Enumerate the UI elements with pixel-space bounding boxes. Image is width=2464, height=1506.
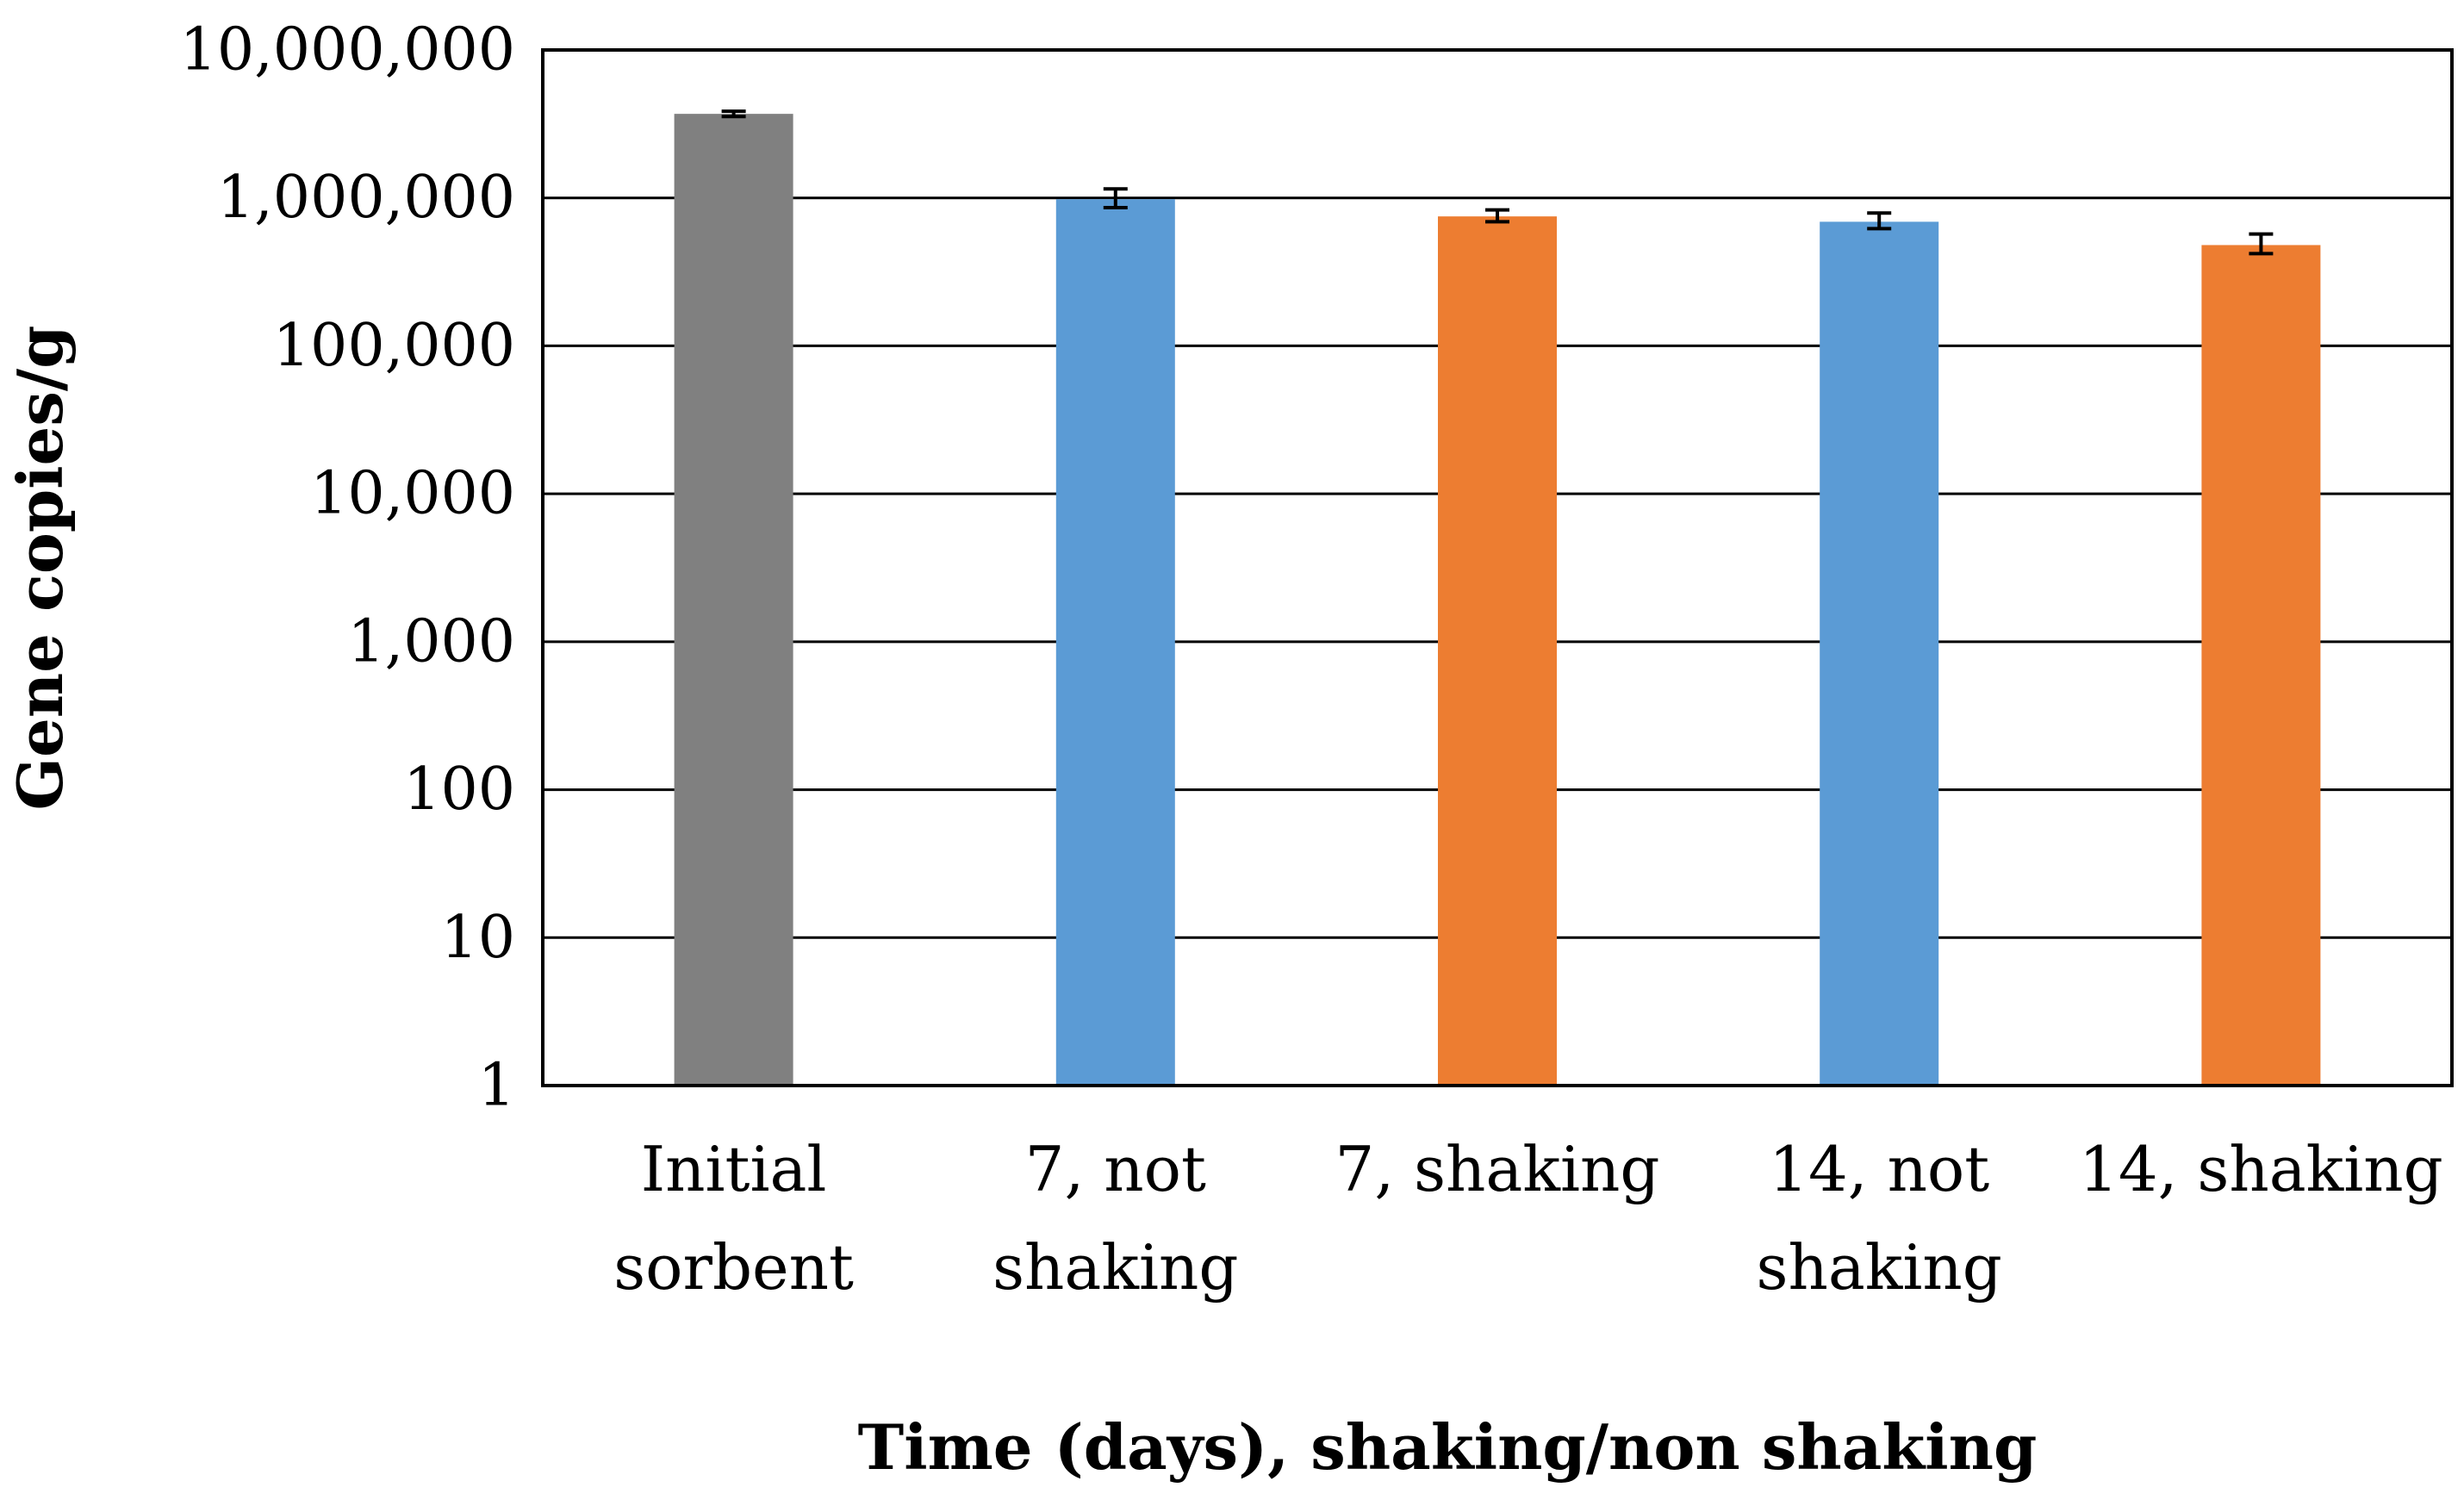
y-tick-label: 100 (403, 756, 515, 824)
error-bar (2249, 232, 2274, 256)
plot-area-frame (541, 48, 2454, 1087)
x-category-label-line: 7, not (1025, 1133, 1206, 1205)
x-category-label: 14, not shaking (1757, 1133, 2002, 1304)
y-tick-label: 1,000,000 (217, 164, 515, 232)
x-category-label-line: sorbent (613, 1231, 854, 1304)
error-bar (1485, 208, 1509, 224)
error-bar (1867, 211, 1892, 231)
x-category-label-line: 14, not (1769, 1133, 1989, 1205)
y-tick-label: 1,000 (347, 607, 515, 675)
y-tick-label: 100,000 (273, 312, 515, 380)
x-category-label: Initial sorbent (613, 1133, 854, 1304)
bars (674, 114, 2321, 1086)
error-bars (721, 109, 2274, 256)
y-tick-label: 10,000,000 (180, 16, 515, 84)
x-category-label-line: 7, shaking (1335, 1133, 1660, 1205)
x-category-label-line: shaking (1757, 1231, 2002, 1304)
x-category-label: 7, shaking (1335, 1133, 1660, 1205)
bar (674, 114, 793, 1086)
bar (1438, 216, 1557, 1086)
y-tick-labels: 1 10 100 1,000 10,000 100,000 1,000,000 10,000,… (180, 16, 515, 1120)
y-axis-title: Gene copies/g (3, 325, 77, 810)
x-category-label-line: Initial (641, 1133, 827, 1205)
bar (2201, 245, 2321, 1086)
y-tick-label: 1 (478, 1052, 515, 1120)
error-bar (1103, 187, 1128, 209)
bar (1055, 199, 1175, 1086)
y-tick-label: 10,000 (310, 460, 515, 528)
x-category-label-line: 14, shaking (2079, 1133, 2443, 1205)
x-category-label: 14, shaking (2079, 1133, 2443, 1205)
y-tick-label: 10 (440, 904, 515, 972)
error-bar (721, 109, 746, 119)
x-axis-title: Time (days), shaking/non shaking (858, 1410, 2038, 1484)
x-category-label-line: shaking (992, 1231, 1238, 1304)
bar (1820, 221, 1939, 1086)
x-category-labels: Initial sorbent 7, not shaking 7, shaking 14,… (613, 1133, 2443, 1304)
x-category-label: 7, not shaking (992, 1133, 1238, 1304)
